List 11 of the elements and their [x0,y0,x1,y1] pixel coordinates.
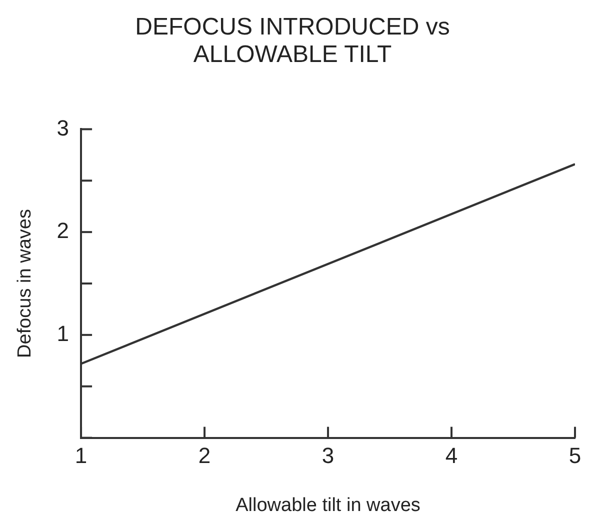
x-tick-label: 5 [568,443,582,468]
y-tick-label: 2 [56,218,70,244]
x-axis-title: Allowable tilt in waves [236,494,420,516]
y-axis-title: Defocus in waves [14,209,36,358]
x-tick-label: 2 [198,443,211,468]
y-tick-label: 1 [56,320,70,346]
x-tick-label: 1 [74,443,88,468]
chart-title: DEFOCUS INTRODUCED vs ALLOWABLE TILT [135,13,450,68]
x-tick-label: 3 [322,443,334,468]
x-tick-label: 4 [445,443,458,468]
y-tick-label: 3 [56,115,70,140]
